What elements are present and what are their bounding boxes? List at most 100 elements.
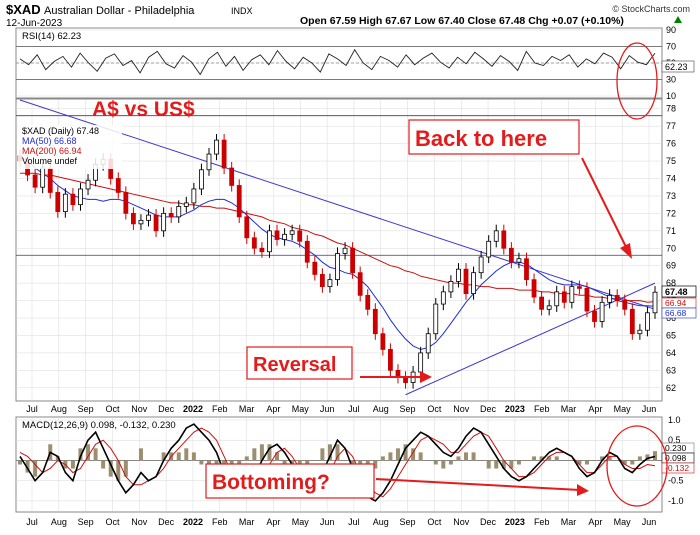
candle-body [244,216,250,239]
macd-histogram-bar [433,460,438,465]
macd-x-tick-label: Jul [26,517,38,527]
macd-histogram-bar [93,448,98,461]
price-x-tick-label: 2022 [183,404,203,414]
macd-line [19,423,656,502]
candle-body [259,247,265,253]
candle-body [448,280,454,293]
candle-body [531,279,537,298]
macd-histogram-bar [448,460,453,465]
callout-back-arrowhead [620,243,632,259]
candle-body [304,240,310,263]
macd-histogram-bar [199,460,204,465]
last-price-label: 67.48 [665,287,688,297]
macd-x-tick-label: Nov [453,517,470,527]
candle-body [388,349,393,371]
macd-histogram-bar [312,460,317,461]
ma50-last-label: 66.68 [665,308,687,318]
macd-histogram-bar [607,456,612,461]
macd-histogram-bar [101,460,106,469]
macd-histogram-bar [191,452,196,461]
macd-histogram-bar [131,460,136,461]
macd-histogram-bar [622,460,627,465]
macd-x-tick-label: Dec [158,517,175,527]
candle-body [637,329,643,335]
last-price-box [661,285,697,298]
macd-histogram-bar [600,456,605,461]
candle-body [652,291,658,314]
candle-body [501,230,507,249]
macd-histogram-bar [403,444,408,461]
macd-histogram-bar [380,456,385,461]
price-x-tick-label: Sep [78,404,94,414]
ma50-last-box [661,307,697,319]
candle-body [146,214,151,221]
candle-body [614,294,620,301]
price-x-tick-label: May [292,404,310,414]
price-x-ticks: Jul Aug Sep Oct Nov Dec 2022 Feb Mar Apr May Jun Jul… [26,404,656,414]
macd-x-tick-label: Mar [239,517,255,527]
candle-body [221,139,227,169]
candle-body [199,169,204,190]
price-tick-label: 64 [666,348,676,358]
rsi-tick-label: 70 [666,42,676,52]
price-x-tick-label: Dec [158,404,175,414]
macd-histogram-bar [516,460,521,465]
macd-histogram-bar [244,456,249,461]
price-x-tick-label: Oct [427,404,442,414]
candle-body [508,247,514,263]
macd-x-tick-label: Aug [373,517,389,527]
macd-x-tick-label: May [614,517,632,527]
candle-body [289,230,295,235]
macd-histogram-bar [577,460,582,465]
price-tick-label: 77 [666,121,676,131]
candle-body [478,256,484,274]
macd-histogram-bar [547,456,552,461]
price-x-tick-label: Mar [561,404,577,414]
macd-histogram-bar [18,460,22,465]
macd-histogram-bar [539,456,544,461]
macd-histogram-bar [562,460,567,461]
rsi-tick-label: 30 [666,75,676,85]
candle-body [236,185,242,218]
rsi-panel: 1030507090 RSI(14) 62.23 62.23 [15,25,695,101]
macd-tick-label: -1.0 [668,496,684,506]
macd-tick-label: 0.5 [668,435,681,445]
macd-signal-line [19,427,656,498]
macd-histogram-bar [645,454,650,461]
price-legend-box [18,125,122,169]
candle-body [161,212,167,232]
macd-histogram-bar [584,460,589,465]
price-x-tick-label: Apr [588,404,602,414]
candle-body [342,247,348,254]
callout-bottoming-arrowhead [577,484,589,496]
trendline-uptrend [405,282,656,396]
macd-histogram-bar [630,460,635,465]
macd-histogram-bar [108,460,113,477]
price-tick-label: 68 [666,278,676,288]
candle-body [357,272,363,296]
price-x-tick-label: Nov [453,404,470,414]
candle-body [32,174,38,188]
candle-body [176,205,182,218]
candle-body [516,258,522,263]
macd-histogram-bar [86,444,91,461]
macd-histogram-bar [637,456,642,461]
macd-x-tick-label: Oct [105,517,120,527]
macd-x-tick-label: Mar [561,517,577,527]
macd-histogram-bar [441,460,446,469]
macd-x-tick-label: Feb [534,517,550,527]
exchange-label: INDX [231,6,253,16]
macd-x-tick-label: Sep [78,517,94,527]
candle-body [561,291,567,303]
candle-body [463,268,469,295]
macd-histogram-bar [426,460,431,461]
price-x-tick-label: Jun [320,404,335,414]
macd-x-tick-label: 2022 [183,517,203,527]
triangle-up-icon [674,16,682,23]
macd-histogram-bar [343,460,348,461]
macd-histogram-bar [554,456,559,461]
legend-ma50: MA(50) 66.68 [22,136,77,146]
candle-body [524,258,529,281]
callout-bottoming-text: Bottoming? [212,471,330,494]
price-x-tick-label: Sep [400,404,416,414]
